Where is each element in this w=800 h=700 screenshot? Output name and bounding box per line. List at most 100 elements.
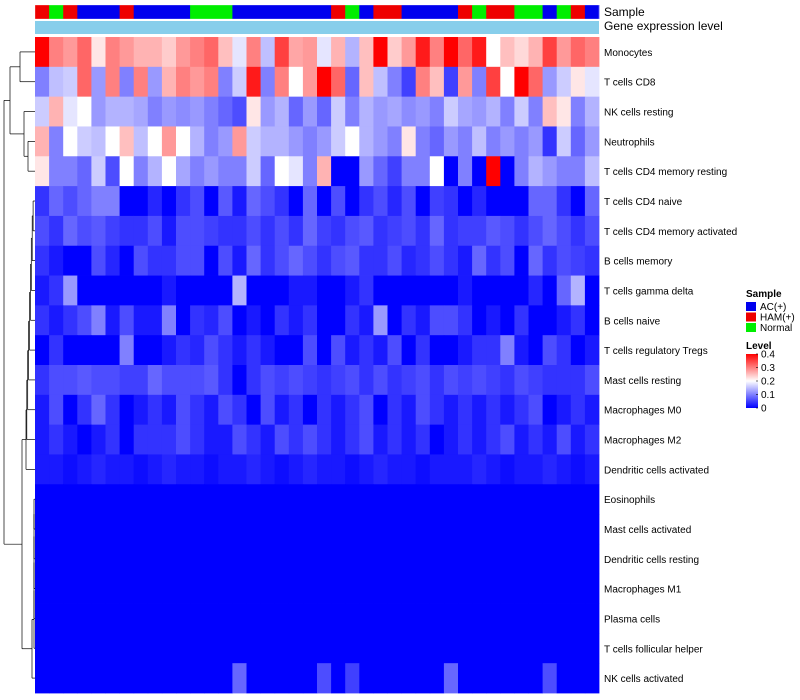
heatmap-cell [486, 66, 501, 98]
heatmap-cell [218, 633, 233, 664]
heatmap-cell [119, 573, 135, 604]
heatmap-cell [514, 424, 529, 455]
heatmap-cell [260, 37, 276, 68]
heatmap-cell [345, 66, 360, 98]
heatmap-cell [63, 394, 78, 426]
heatmap-cell [401, 454, 417, 485]
heatmap-cell [260, 394, 276, 426]
heatmap-cell [359, 66, 374, 98]
heatmap-cell [345, 484, 360, 515]
heatmap-cell [190, 573, 205, 604]
heatmap-cell [387, 305, 402, 336]
heatmap-cell [345, 365, 360, 396]
heatmap-cell [584, 365, 600, 396]
heatmap-cell [486, 245, 501, 276]
heatmap-cell [415, 424, 431, 455]
heatmap-cell [176, 424, 191, 455]
heatmap-cell [584, 543, 600, 575]
heatmap-cell [429, 245, 445, 276]
heatmap-cell [35, 365, 50, 396]
heatmap-cell [105, 245, 120, 276]
heatmap-cell [331, 394, 346, 426]
heatmap-cell [317, 275, 332, 306]
heatmap-cell [570, 335, 586, 366]
heatmap-cell [49, 186, 64, 217]
heatmap-cell [514, 603, 529, 634]
heatmap-cell [147, 394, 163, 426]
heatmap-cell [190, 37, 205, 68]
heatmap-cell [105, 543, 120, 575]
heatmap-cell [161, 543, 177, 575]
heatmap-cell [246, 543, 261, 575]
heatmap-cell [331, 335, 346, 366]
sample-track-cell [204, 5, 219, 19]
heatmap-cell [218, 186, 233, 217]
heatmap-cell [218, 424, 233, 455]
heatmap-cell [49, 335, 64, 366]
heatmap-cell [401, 275, 417, 306]
heatmap-cell [387, 543, 402, 575]
heatmap-cell [542, 454, 558, 485]
heatmap-cell [472, 663, 487, 694]
heatmap-cell [274, 514, 290, 545]
heatmap-cell [302, 186, 318, 217]
sample-track-cell [415, 5, 431, 19]
heatmap-cell [91, 37, 106, 68]
heatmap-cell [542, 305, 558, 336]
heatmap-cell [359, 245, 374, 276]
heatmap-cell [373, 663, 388, 694]
heatmap-cell [274, 603, 290, 634]
heatmap-cell [514, 365, 529, 396]
heatmap-cell [49, 543, 64, 575]
sample-track-cell [331, 5, 346, 19]
heatmap-cell [204, 275, 219, 306]
heatmap-cell [584, 126, 600, 157]
heatmap-cell [486, 573, 501, 604]
heatmap-cell [514, 663, 529, 694]
heatmap-cell [133, 424, 149, 455]
heatmap-cell [373, 305, 388, 336]
heatmap-cell [119, 394, 135, 426]
heatmap-cell [246, 37, 261, 68]
heatmap-cell [105, 454, 120, 485]
heatmap-cell [500, 424, 515, 455]
heatmap-cell [246, 245, 261, 276]
heatmap-cell [49, 305, 64, 336]
heatmap-cell [147, 365, 163, 396]
heatmap-cell [528, 394, 543, 426]
heatmap-cell [190, 96, 205, 127]
heatmap-cell [528, 186, 543, 217]
heatmap-cell [218, 543, 233, 575]
legend-tick-label: 0.2 [761, 377, 775, 388]
heatmap-cell [570, 96, 586, 127]
heatmap-cell [472, 573, 487, 604]
heatmap-cell [429, 96, 445, 127]
heatmap-cell [401, 603, 417, 634]
heatmap-cell [190, 126, 205, 157]
heatmap-cell [147, 454, 163, 485]
heatmap-cell [500, 663, 515, 694]
heatmap-cell [373, 573, 388, 604]
heatmap-cell [274, 305, 290, 336]
heatmap-cell [176, 96, 191, 127]
heatmap-cell [443, 126, 459, 157]
heatmap-cell [556, 603, 572, 634]
heatmap-cell [35, 514, 50, 545]
heatmap-cell [528, 156, 543, 187]
heatmap-cell [147, 573, 163, 604]
heatmap-cell [176, 365, 191, 396]
heatmap-cell [443, 394, 459, 426]
heatmap-cell [63, 633, 78, 664]
heatmap-cell [331, 37, 346, 68]
heatmap-cell [331, 215, 346, 247]
legend-swatch [746, 323, 756, 332]
heatmap-cell [190, 335, 205, 366]
heatmap-cell [359, 335, 374, 366]
heatmap-cell [387, 335, 402, 366]
heatmap-cell [49, 37, 64, 68]
heatmap-cell [274, 633, 290, 664]
heatmap-cell [528, 96, 543, 127]
heatmap-cell [387, 484, 402, 515]
heatmap-cell [302, 126, 318, 157]
heatmap-cell [415, 245, 431, 276]
